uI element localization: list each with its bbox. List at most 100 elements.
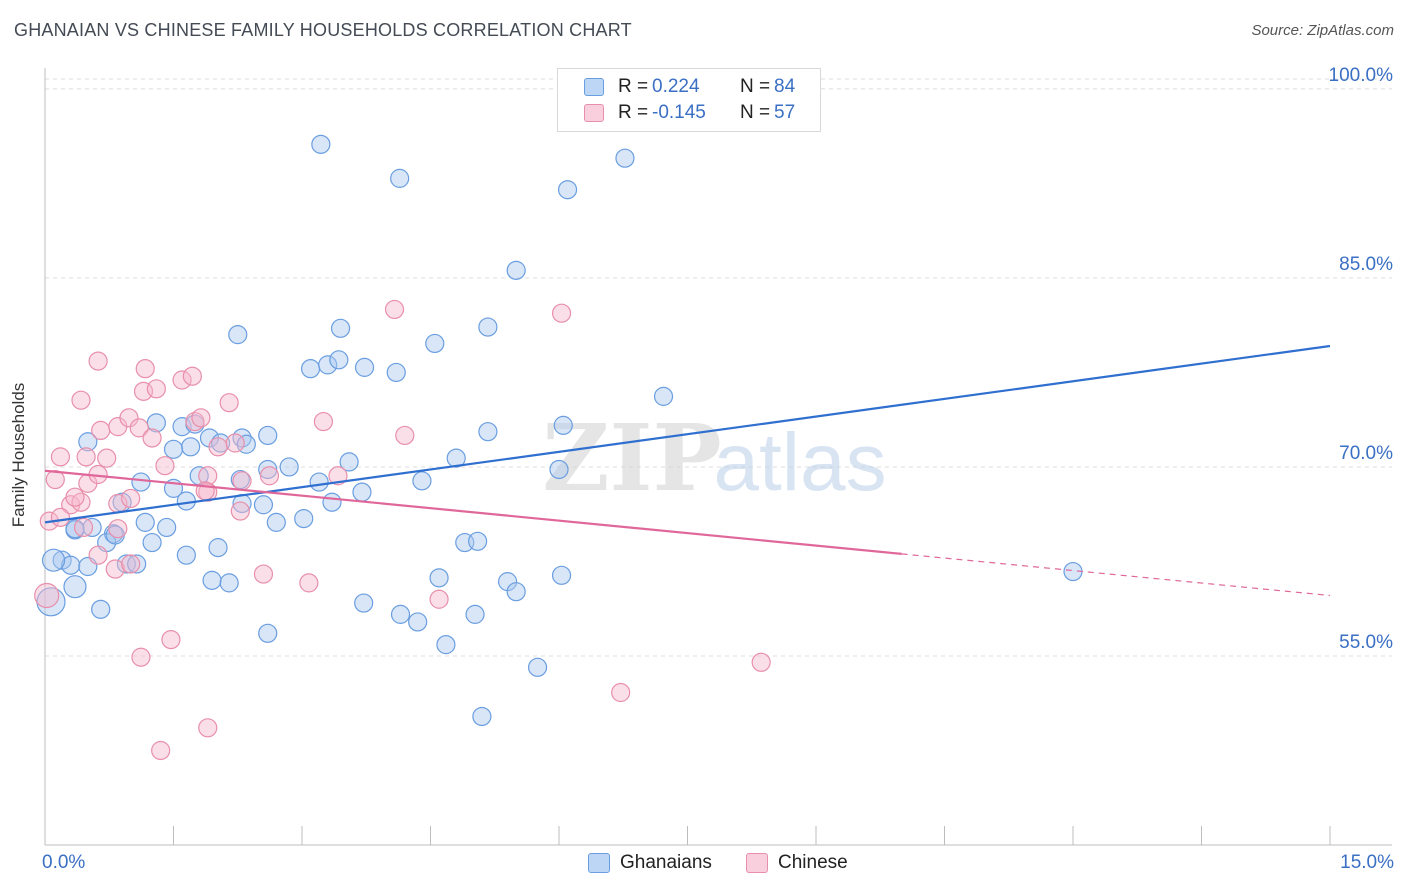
chinese-point [119,408,139,428]
chinese-point [161,629,181,650]
ghanaian-point [425,333,445,354]
chinese-point [73,517,94,538]
y-tick-label: 70.0% [1339,443,1393,464]
ghanaian-point [506,582,526,602]
ghanaian-point [163,439,184,459]
ghanaian-point [181,437,201,457]
ghanaian-point [253,495,274,515]
y-tick-label: 100.0% [1329,65,1394,86]
ghanaian-point [352,482,372,502]
ghanaian-point [131,472,151,492]
ghanaian-point [653,386,674,406]
chinese-point [198,718,218,738]
chinese-point [328,466,348,486]
chinese-point [611,682,631,703]
ghanaian-point [553,415,573,435]
chinese-point [208,437,228,457]
ghanaian-point [478,422,498,442]
chinese-point [225,433,245,453]
ghanaian-point [446,448,466,468]
chinese-point [105,559,125,579]
ghanaian-point [157,517,177,538]
chinese-point [219,393,239,413]
ghanaian-point [228,325,248,345]
chinese-point [50,447,71,467]
ghanaian-point [354,357,375,377]
chinese-point [71,390,91,410]
ghanaian-point [176,491,196,511]
chart-title: GHANAIAN VS CHINESE FAMILY HOUSEHOLDS CO… [14,20,632,40]
y-tick-label: 85.0% [1339,254,1393,275]
ghanaian-point [300,359,321,379]
chinese-point [142,428,162,448]
ghanaian-point [468,531,488,551]
chinese-point [121,488,141,509]
ghanaian-point [322,492,342,512]
ghanaian-point [527,657,548,677]
ghanaian-point [557,180,578,200]
ghanaian-point [311,134,331,154]
chinese-point [71,492,91,512]
chinese-point [395,425,415,446]
ghanaian-point [41,548,66,572]
chinese-point [253,564,274,584]
series-legend-label: Chinese [778,852,848,873]
ghanaian-point [266,512,286,532]
ghanaian-point [61,555,81,575]
ghanaian-point [91,599,111,619]
legend-r-value: -0.145 [652,102,706,123]
ghanaian-point [436,635,456,655]
ghanaian-point [478,317,498,337]
legend-swatch-ghanaians [584,78,604,96]
legend-n-value: 84 [774,76,796,97]
legend-r-label: R = [618,102,649,123]
ghanaian-point [127,554,147,574]
chinese-point [131,647,151,667]
ghanaian-point [202,570,222,590]
chinese-point [65,487,85,507]
ghanaian-point [408,612,428,632]
ghanaian-point [318,355,338,375]
legend-row-ghanaians: R = 0.224 N = 84 [584,75,795,99]
series-swatch-chinese [746,853,768,873]
ghanaian-point [506,260,526,280]
ghanaian-point [429,568,449,588]
ghanaian-point [549,459,569,480]
legend-n-label: N = [740,76,771,97]
ghanaian-point [329,350,349,370]
ghanaian-point [294,509,314,529]
chinese-point [172,370,192,390]
ghanaian-point [615,148,635,168]
legend-row-chinese: R = -0.145 N = 57 [584,101,795,125]
chinese-point [135,359,155,379]
ghanaian-point [258,425,278,446]
chinese-point [151,740,171,761]
chinese-point [191,408,211,428]
ghanaian-point [135,512,155,532]
ghanaian-point [63,575,87,599]
chinese-point [198,466,218,486]
chinese-point [121,554,141,574]
ghanaian-point [176,545,196,565]
ghanaian-point [219,573,239,593]
chart-source: Source: ZipAtlas.com [1251,22,1394,39]
ghanaian-point [78,432,98,452]
chinese-point [88,351,108,371]
ghanaian-point [258,623,278,643]
ghanaian-point [472,706,492,727]
ghanaian-point [412,471,432,491]
ghanaian-point [551,565,572,585]
chinese-point [146,379,166,399]
chinese-point [108,519,128,539]
chinese-point [232,471,252,491]
x-axis-min-label: 0.0% [42,852,86,873]
ghanaian-point [390,604,411,624]
chinese-point [313,411,334,432]
correlation-legend: R = 0.224 N = 84 R = -0.145 N = 57 [557,68,821,132]
chinese-trend-line [44,469,902,555]
legend-n-value: 57 [774,102,796,123]
chinese-point [384,299,405,320]
chinese-point [429,589,449,609]
ghanaian-trend-line [44,344,1331,524]
